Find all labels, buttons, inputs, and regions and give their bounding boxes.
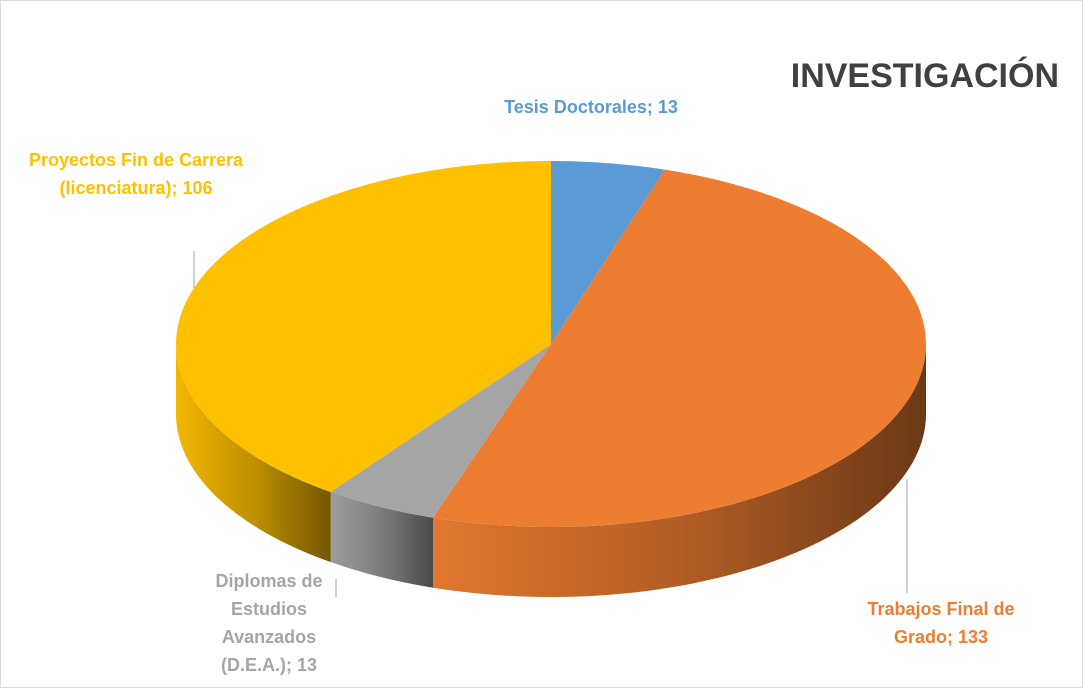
data-label: Tesis Doctorales; 13 — [504, 97, 678, 117]
slice — [175, 161, 551, 493]
data-label: Trabajos Final de Grado; 133 — [867, 599, 1015, 647]
data-label: Diplomas de Estudios Avanzados (D.E.A.);… — [215, 571, 323, 675]
pie-tops — [175, 161, 927, 528]
slice — [330, 344, 551, 518]
data-label: Proyectos Fin de Carrera (licenciatura);… — [28, 150, 244, 198]
pie-sides — [176, 344, 926, 597]
chart-title: INVESTIGACIÓN — [791, 57, 1059, 95]
slice — [551, 161, 665, 344]
side-shade — [330, 492, 434, 588]
slice — [433, 169, 927, 528]
side-shade — [433, 344, 926, 597]
side-shade — [176, 344, 331, 563]
